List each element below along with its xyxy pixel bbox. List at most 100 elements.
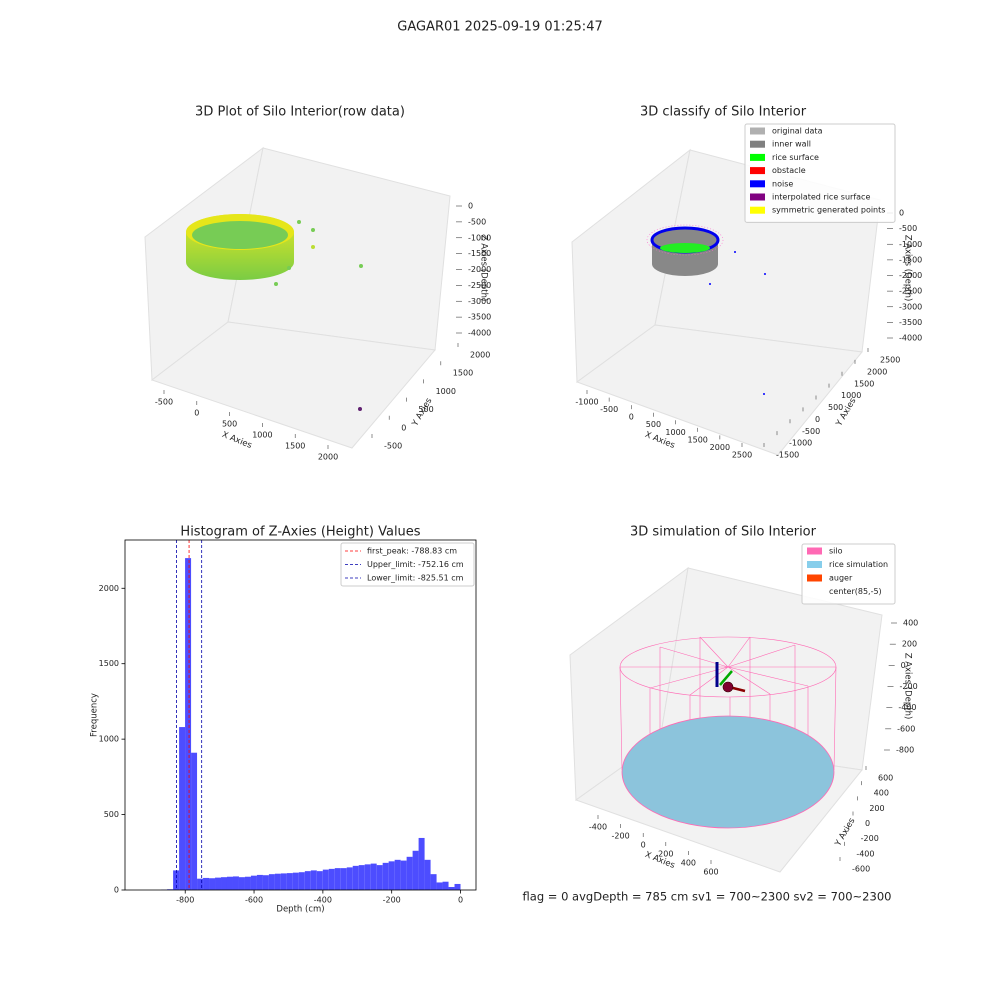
bar (424, 859, 431, 890)
bar (406, 856, 413, 890)
legend-label: rice surface (772, 153, 819, 162)
x-tick-label: 500 (646, 420, 661, 429)
z-tick-label: -4000 (468, 329, 491, 338)
y-tick-label: 1000 (436, 387, 456, 396)
x-tick-label: 1500 (688, 435, 708, 444)
z-tick-label: -3500 (468, 313, 491, 322)
silo-simulation (619, 636, 837, 829)
z-tick-label: -3500 (899, 318, 922, 327)
bar (185, 558, 192, 890)
x-tick-label: 0 (458, 896, 463, 905)
y-tick-label: -1500 (776, 451, 799, 460)
y-tick-label: -1000 (789, 439, 812, 448)
z-tick-label: -1500 (899, 255, 922, 264)
bar (209, 878, 216, 890)
y-axis-label: Frequency (90, 693, 100, 737)
y-tick-label: 2500 (880, 356, 900, 365)
bar (442, 881, 449, 890)
bar (292, 872, 299, 890)
bar (226, 876, 233, 890)
bar (418, 837, 425, 890)
x-tick-label: -500 (155, 398, 173, 407)
x-tick-label: -1000 (575, 398, 598, 407)
bar (179, 727, 186, 890)
x-tick-label: 600 (703, 868, 718, 877)
bar (412, 850, 419, 890)
y-tick-label: 1500 (854, 379, 874, 388)
bar (232, 876, 239, 890)
z-tick-label: -2000 (899, 271, 922, 280)
y-tick-label: 2000 (867, 367, 887, 376)
y-tick-label: 2000 (470, 351, 490, 360)
y-tick-label: -500 (384, 442, 402, 451)
z-tick-label: -1000 (468, 233, 491, 242)
y-tick-label: 0 (815, 415, 820, 424)
bar (262, 875, 269, 890)
z-tick-label: -4000 (899, 334, 922, 343)
bar (322, 869, 329, 890)
bar (203, 877, 210, 890)
chart-title: 3D Plot of Silo Interior(row data) (195, 105, 405, 120)
bar (244, 876, 251, 890)
axes-frame (124, 539, 477, 891)
y-tick-label: 2000 (99, 584, 119, 593)
bar (256, 874, 263, 890)
x-tick-label: -800 (176, 896, 194, 905)
x-tick-label: -200 (612, 832, 630, 841)
y-tick-label: -500 (802, 427, 820, 436)
bar (304, 871, 311, 890)
legend-label: center(85,-5) (829, 587, 882, 596)
z-tick-label: -200 (900, 682, 918, 691)
legend-label: Upper_limit: -752.16 cm (367, 560, 464, 569)
bar (454, 883, 461, 890)
z-tick-label: -800 (896, 746, 914, 755)
bar (238, 877, 245, 890)
legend-label: auger (829, 574, 853, 583)
bar (370, 863, 377, 890)
y-tick-label: 0 (401, 423, 406, 432)
legend-swatch (807, 574, 822, 582)
legend-swatch (750, 167, 765, 175)
x-tick-label: 2000 (318, 453, 338, 462)
bar (250, 875, 257, 890)
bar (382, 862, 389, 890)
x-tick-label: -400 (314, 896, 332, 905)
y-tick-label: 600 (878, 774, 893, 783)
legend-label: interpolated rice surface (772, 193, 870, 202)
z-tick-label: -1000 (899, 240, 922, 249)
y-tick-label: 1000 (841, 391, 861, 400)
legend-label: inner wall (772, 140, 811, 149)
legend-label: silo (829, 547, 843, 556)
x-tick-label: 500 (222, 420, 237, 429)
z-axis-label: Z Axies (Depth) (479, 235, 489, 302)
point-cloud-1 (186, 214, 363, 411)
z-tick-label: 0 (468, 202, 473, 211)
bar (346, 867, 353, 890)
bar (340, 868, 347, 890)
x-tick-label: 1000 (252, 431, 272, 440)
bar (400, 860, 407, 890)
y-tick-label: -600 (852, 865, 870, 874)
bar (298, 872, 305, 890)
bar (388, 861, 395, 890)
bar (310, 870, 317, 890)
z-tick-label: -2500 (899, 287, 922, 296)
x-tick-label: 200 (658, 850, 673, 859)
bar (358, 865, 365, 890)
legend-swatch (750, 153, 765, 161)
z-axis-label: Z Axies (Depth) (903, 235, 913, 302)
y-tick-label: 500 (828, 403, 843, 412)
legend-swatch (807, 547, 822, 555)
y-tick-label: -400 (856, 849, 874, 858)
y-tick-label: 1500 (453, 369, 473, 378)
y-tick-label: 1500 (99, 659, 119, 668)
y-tick-label: 1000 (99, 735, 119, 744)
bar (274, 873, 281, 890)
legend-label: first_peak: -788.83 cm (367, 547, 457, 556)
z-tick-label: -400 (898, 703, 916, 712)
chart-title: 3D simulation of Silo Interior (630, 525, 817, 540)
footer: flag = 0 avgDepth = 785 cm sv1 = 700~230… (523, 890, 892, 904)
legend-box (744, 123, 896, 223)
z-tick-label: -3000 (899, 302, 922, 311)
